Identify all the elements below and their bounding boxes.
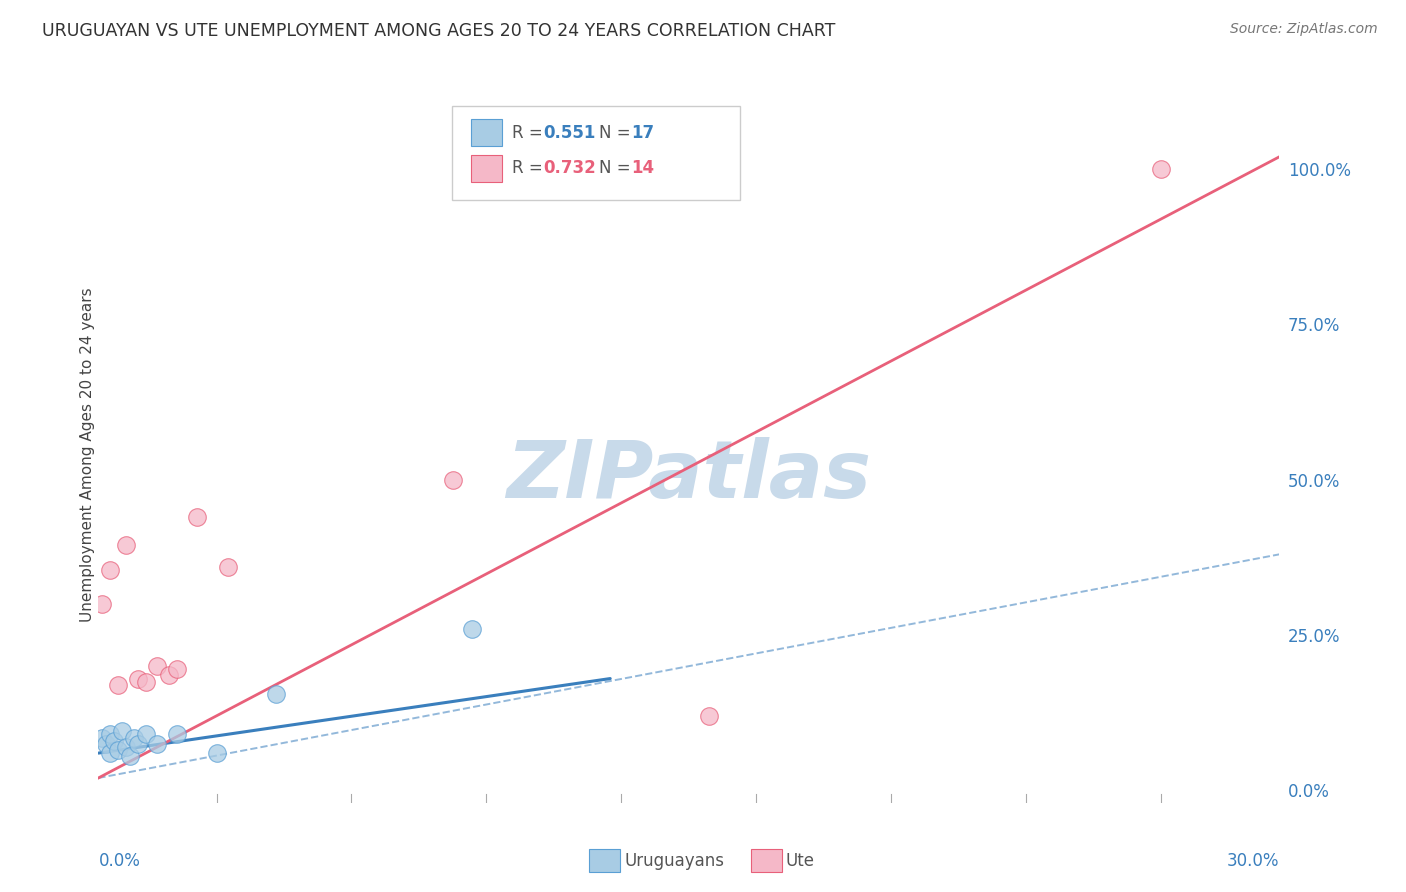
Point	[264, 687, 287, 701]
Point	[146, 737, 169, 751]
Text: Uruguayans: Uruguayans	[624, 852, 724, 870]
Text: N =: N =	[599, 160, 636, 178]
Text: 0.732: 0.732	[543, 160, 596, 178]
Point	[107, 743, 129, 757]
Text: 0.0%: 0.0%	[98, 853, 141, 871]
Point	[111, 724, 134, 739]
Point	[91, 597, 114, 611]
Point	[98, 563, 121, 577]
Text: ZIPatlas: ZIPatlas	[506, 437, 872, 515]
Point	[122, 731, 145, 745]
Point	[441, 473, 464, 487]
Text: Ute: Ute	[786, 852, 815, 870]
Text: 0.551: 0.551	[543, 124, 595, 142]
Point	[115, 739, 138, 754]
Point	[118, 749, 141, 764]
Text: Source: ZipAtlas.com: Source: ZipAtlas.com	[1230, 22, 1378, 37]
Point	[127, 672, 149, 686]
Text: R =: R =	[512, 124, 548, 142]
Point	[96, 737, 118, 751]
Point	[98, 746, 121, 760]
Text: URUGUAYAN VS UTE UNEMPLOYMENT AMONG AGES 20 TO 24 YEARS CORRELATION CHART: URUGUAYAN VS UTE UNEMPLOYMENT AMONG AGES…	[42, 22, 835, 40]
Point	[157, 668, 180, 682]
Text: 14: 14	[631, 160, 655, 178]
Point	[91, 731, 114, 745]
Point	[115, 538, 138, 552]
Point	[461, 622, 484, 636]
Point	[98, 727, 121, 741]
Text: 17: 17	[631, 124, 655, 142]
Point	[146, 659, 169, 673]
Text: 30.0%: 30.0%	[1227, 853, 1279, 871]
Point	[135, 674, 157, 689]
Point	[205, 746, 228, 760]
Point	[186, 510, 208, 524]
Point	[103, 733, 125, 747]
Point	[1150, 162, 1173, 177]
Text: N =: N =	[599, 124, 636, 142]
Point	[697, 708, 720, 723]
Point	[107, 678, 129, 692]
Point	[166, 727, 188, 741]
Point	[166, 662, 188, 676]
Point	[217, 559, 239, 574]
Text: R =: R =	[512, 160, 548, 178]
Point	[135, 727, 157, 741]
Y-axis label: Unemployment Among Ages 20 to 24 years: Unemployment Among Ages 20 to 24 years	[80, 287, 94, 623]
Point	[127, 737, 149, 751]
